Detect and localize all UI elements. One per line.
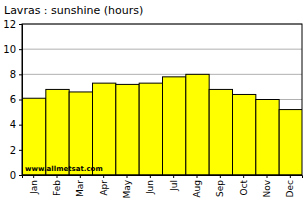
- y-tick-label: 0: [10, 170, 16, 181]
- y-tick-label: 10: [3, 44, 16, 55]
- bar: [23, 98, 46, 175]
- y-axis-line: [19, 25, 23, 176]
- x-tick-label: Dec: [285, 180, 295, 197]
- x-tick: Dec: [285, 175, 295, 197]
- y-tick: 4: [10, 119, 22, 130]
- x-tick: Nov: [262, 175, 272, 198]
- x-tick-label: Feb: [52, 180, 62, 196]
- x-tick-mark: [103, 175, 104, 178]
- y-tick: 12: [3, 19, 22, 30]
- x-tick-mark: [220, 175, 221, 178]
- x-tick-mark: [173, 175, 174, 178]
- title: Lavras : sunshine (hours): [4, 4, 143, 17]
- plot: 0 2 4 6 8 10 12 Jan Feb Mar Apr May Jun Jul Aug Sep Oct N…: [3, 19, 302, 199]
- x-tick-mark: [197, 175, 198, 178]
- x-tick: Jan: [29, 175, 39, 195]
- x-axis: Jan Feb Mar Apr May Jun Jul Aug Sep Oct Nov Dec: [23, 175, 303, 199]
- y-axis: 0 2 4 6 8 10 12: [3, 19, 22, 181]
- x-tick-label: Aug: [192, 180, 202, 198]
- x-tick: Oct: [239, 175, 249, 196]
- x-tick-mark: [80, 175, 81, 178]
- x-tick: May: [122, 175, 132, 199]
- y-tick: 6: [10, 94, 22, 105]
- x-tick-mark: [150, 175, 151, 178]
- bar: [116, 84, 139, 175]
- grid-line: [22, 74, 302, 75]
- x-tick-mark: [290, 175, 291, 178]
- y-tick-label: 12: [3, 19, 16, 30]
- x-tick-mark: [33, 175, 34, 178]
- x-tick-label: May: [122, 179, 132, 198]
- x-tick-mark: [57, 175, 58, 178]
- x-tick-label: Jun: [145, 180, 155, 195]
- y-tick: 10: [3, 44, 22, 55]
- x-tick-label: Sep: [215, 180, 225, 197]
- x-tick-mark: [267, 175, 268, 178]
- bar: [93, 83, 116, 175]
- y-tick: 0: [10, 170, 22, 181]
- bar: [46, 89, 69, 175]
- x-tick: Aug: [192, 175, 202, 198]
- y-tick-label: 6: [10, 94, 16, 105]
- y-tick-mark: [19, 24, 22, 25]
- x-tick-label: Oct: [239, 180, 249, 196]
- x-tick-label: Jan: [29, 180, 39, 195]
- x-tick-label: Jul: [169, 180, 179, 192]
- x-tick: Feb: [52, 175, 62, 196]
- grid: [22, 24, 302, 175]
- grid-line: [22, 49, 302, 50]
- bar: [233, 94, 256, 175]
- bars: [23, 74, 303, 175]
- bar: [186, 74, 209, 175]
- x-tick-mark: [243, 175, 244, 178]
- x-tick: Jun: [145, 175, 155, 195]
- plot-frame: [22, 24, 302, 175]
- bar: [209, 89, 232, 175]
- y-tick-mark: [19, 74, 22, 75]
- watermark: www.allmetsat.com: [25, 165, 103, 173]
- x-tick: Sep: [215, 175, 225, 197]
- bar: [256, 100, 279, 176]
- x-tick-label: Apr: [99, 180, 109, 196]
- chart: 0 2 4 6 8 10 12 Jan Feb Mar Apr May Jun Jul Aug Sep Oct N…: [0, 0, 306, 200]
- y-tick-mark: [19, 100, 22, 101]
- y-tick: 8: [10, 69, 22, 80]
- x-tick: Jul: [169, 175, 179, 192]
- y-tick-mark: [19, 175, 22, 176]
- bar: [163, 77, 186, 175]
- x-axis-line: [23, 176, 303, 179]
- y-tick-mark: [19, 150, 22, 151]
- y-tick-label: 2: [10, 145, 16, 156]
- x-tick: Apr: [99, 175, 109, 196]
- bar: [69, 92, 92, 175]
- y-tick-mark: [19, 125, 22, 126]
- y-tick: 2: [10, 145, 22, 156]
- y-tick-mark: [19, 49, 22, 50]
- x-tick-mark: [127, 175, 128, 178]
- x-tick-label: Mar: [75, 180, 85, 197]
- bar: [279, 110, 302, 175]
- y-tick-label: 8: [10, 69, 16, 80]
- x-tick-label: Nov: [262, 179, 272, 197]
- y-tick-label: 4: [10, 119, 16, 130]
- bar: [139, 83, 162, 175]
- x-tick: Mar: [75, 175, 85, 197]
